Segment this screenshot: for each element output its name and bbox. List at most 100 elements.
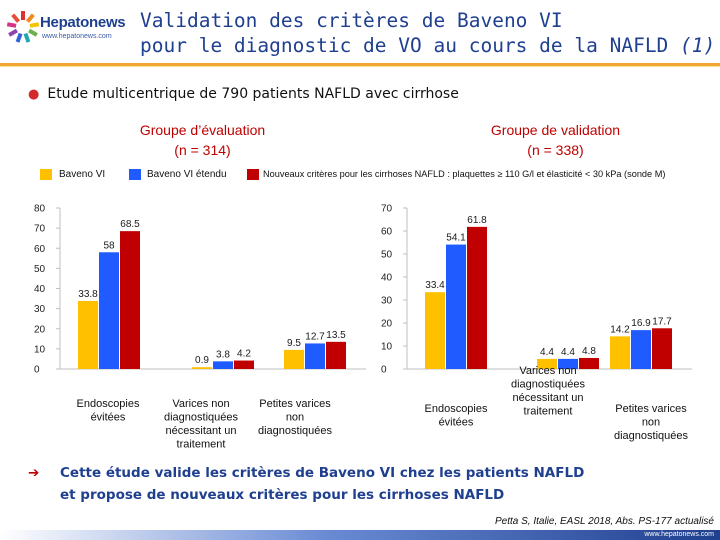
bar-eval-endoscopies-baveno-vi xyxy=(78,300,98,369)
value-label-eval-petites-varices-baveno-vi: 9.5 xyxy=(287,338,301,349)
y-tick-label-eval-20: 20 xyxy=(34,324,46,335)
legend-label-baveno-vi: Baveno VI xyxy=(59,169,106,180)
chart-validation-group: 0 10 20 30 40 50 60 70 33.4 4.4 14.2 54.1 4.4 16.9 61.… xyxy=(381,204,692,442)
category-label-line: Varices non xyxy=(172,398,229,410)
bar-valid-endoscopies-baveno-vi xyxy=(425,292,445,369)
bar-eval-varices-traitement-baveno-vi-etendu xyxy=(213,361,233,369)
category-label-line: non xyxy=(286,412,304,424)
legend-label-nouveaux-criteres: Nouveaux critères pour les cirrhoses NAF… xyxy=(263,169,666,179)
value-label-valid-petites-varices-nouveaux-criteres: 17.7 xyxy=(652,316,672,327)
bar-eval-endoscopies-baveno-vi-etendu xyxy=(99,252,119,369)
legend-swatch-baveno-vi xyxy=(40,169,52,180)
category-label-line: Endoscopies xyxy=(77,398,140,410)
value-label-valid-varices-traitement-baveno-vi-etendu: 4.4 xyxy=(561,347,575,358)
value-label-eval-endoscopies-baveno-vi-etendu: 58 xyxy=(103,240,115,251)
category-label-line: diagnostiquées xyxy=(258,425,333,437)
bar-valid-endoscopies-baveno-vi-etendu xyxy=(446,244,466,369)
bar-eval-petites-varices-nouveaux-criteres xyxy=(326,341,346,369)
value-label-eval-varices-traitement-baveno-vi-etendu: 3.8 xyxy=(216,349,230,360)
y-tick-label-eval-70: 70 xyxy=(34,224,46,235)
slide-title: Validation des critères de Baveno VI pou… xyxy=(140,8,715,58)
logo-name: Hepatonews xyxy=(40,14,126,31)
category-label-valid-endoscopies: Endoscopies évitées xyxy=(425,403,488,429)
bar-valid-varices-traitement-nouveaux-criteres xyxy=(579,357,599,369)
footer-bar xyxy=(0,530,720,540)
y-tick-label-valid-0: 0 xyxy=(381,365,387,376)
chart-evaluation-group: 0 10 20 30 40 50 60 70 80 33.8 0.9 9.5 58 3.8 12.7 68.5… xyxy=(34,204,366,451)
group-validation-title: Groupe de validation (n = 338) xyxy=(478,120,633,160)
arrow-right-icon: ➔ xyxy=(28,465,40,481)
footer-url: www.hepatonews.com xyxy=(644,531,714,538)
conclusion: ➔ Cette étude valide les critères de Bav… xyxy=(28,462,584,506)
category-label-line: diagnostiquées xyxy=(614,430,689,442)
value-label-valid-endoscopies-baveno-vi: 33.4 xyxy=(425,280,445,291)
value-label-valid-petites-varices-baveno-vi-etendu: 16.9 xyxy=(631,318,651,329)
category-label-eval-endoscopies: Endoscopies évitées xyxy=(77,398,140,424)
category-label-valid-varices-traitement: Varices non diagnostiquées nécessitant un t… xyxy=(511,365,586,418)
group-validation-label: Groupe de validation xyxy=(490,122,621,138)
title-line-2-main: pour le diagnostic de VO au cours de la … xyxy=(140,34,681,57)
category-label-line: traitement xyxy=(524,406,573,418)
y-tick-label-eval-60: 60 xyxy=(34,244,46,255)
value-label-eval-varices-traitement-nouveaux-criteres: 4.2 xyxy=(237,349,251,360)
bar-valid-varices-traitement-baveno-vi-etendu xyxy=(558,358,578,369)
study-bullet-text: Etude multicentrique de 790 patients NAF… xyxy=(47,86,459,102)
value-label-eval-endoscopies-baveno-vi: 33.8 xyxy=(78,289,98,300)
legend-swatch-baveno-vi-etendu xyxy=(129,169,141,180)
y-tick-label-valid-10: 10 xyxy=(381,342,393,353)
value-label-valid-endoscopies-nouveaux-criteres: 61.8 xyxy=(467,215,487,226)
bar-valid-petites-varices-baveno-vi xyxy=(610,336,630,369)
group-evaluation-label: Groupe d’évaluation xyxy=(139,122,266,138)
title-line-2: pour le diagnostic de VO au cours de la … xyxy=(140,33,715,58)
group-validation-n: (n = 338) xyxy=(527,142,584,158)
y-tick-label-valid-50: 50 xyxy=(381,250,393,261)
title-reference: (1) xyxy=(680,34,716,57)
bullet-dot-icon: ● xyxy=(28,87,40,102)
category-label-eval-petites-varices: Petites varices non diagnostiquées xyxy=(258,398,333,437)
value-label-valid-varices-traitement-nouveaux-criteres: 4.8 xyxy=(582,346,596,357)
category-label-line: diagnostiquées xyxy=(164,412,239,424)
bar-valid-petites-varices-nouveaux-criteres xyxy=(652,328,672,369)
header-divider xyxy=(0,63,720,66)
bar-valid-varices-traitement-baveno-vi xyxy=(537,358,557,369)
conclusion-line-1: Cette étude valide les critères de Baven… xyxy=(60,465,585,481)
y-tick-label-valid-70: 70 xyxy=(381,204,393,215)
y-tick-label-valid-20: 20 xyxy=(381,319,393,330)
legend-label-baveno-vi-etendu: Baveno VI étendu xyxy=(147,169,227,180)
hepatonews-logo: Hepatonews www.hepatonews.com xyxy=(6,8,134,54)
category-label-line: évitées xyxy=(91,412,126,424)
y-tick-label-eval-30: 30 xyxy=(34,304,46,315)
bar-eval-endoscopies-nouveaux-criteres xyxy=(120,231,140,369)
value-label-valid-petites-varices-baveno-vi: 14.2 xyxy=(610,324,630,335)
title-line-1: Validation des critères de Baveno VI xyxy=(140,9,563,32)
group-evaluation-title: Groupe d’évaluation (n = 314) xyxy=(130,120,275,160)
y-tick-label-valid-40: 40 xyxy=(381,273,393,284)
category-label-line: nécessitant un xyxy=(166,425,237,437)
category-label-line: diagnostiquées xyxy=(511,379,586,391)
study-bullet: ● Etude multicentrique de 790 patients NA… xyxy=(28,86,459,102)
bar-valid-endoscopies-nouveaux-criteres xyxy=(467,226,487,369)
bar-eval-varices-traitement-baveno-vi xyxy=(192,367,212,369)
y-tick-label-valid-30: 30 xyxy=(381,296,393,307)
category-label-valid-petites-varices: Petites varices non diagnostiquées xyxy=(614,403,689,442)
category-label-line: nécessitant un xyxy=(513,392,584,404)
legend-swatch-nouveaux-criteres xyxy=(247,169,259,180)
y-tick-label-eval-0: 0 xyxy=(34,365,40,376)
value-label-eval-varices-traitement-baveno-vi: 0.9 xyxy=(195,355,209,366)
legend-item-nouveaux-criteres: Nouveaux critères pour les cirrhoses NAF… xyxy=(247,169,717,183)
bar-eval-petites-varices-baveno-vi-etendu xyxy=(305,343,325,369)
legend-item-baveno-vi: Baveno VI xyxy=(40,169,120,183)
y-tick-label-eval-80: 80 xyxy=(34,204,46,215)
value-label-valid-endoscopies-baveno-vi-etendu: 54.1 xyxy=(446,233,466,244)
category-label-line: traitement xyxy=(177,439,226,451)
category-label-line: Petites varices xyxy=(259,398,331,410)
logo-url: www.hepatonews.com xyxy=(42,33,112,40)
legend-item-baveno-vi-etendu: Baveno VI étendu xyxy=(129,169,249,183)
y-tick-label-eval-10: 10 xyxy=(34,344,46,355)
category-label-line: Endoscopies xyxy=(425,403,488,415)
y-tick-label-eval-40: 40 xyxy=(34,284,46,295)
category-label-line: évitées xyxy=(439,417,474,429)
y-tick-label-valid-60: 60 xyxy=(381,227,393,238)
category-label-eval-varices-traitement: Varices non diagnostiquées nécessitant un t… xyxy=(164,398,239,451)
